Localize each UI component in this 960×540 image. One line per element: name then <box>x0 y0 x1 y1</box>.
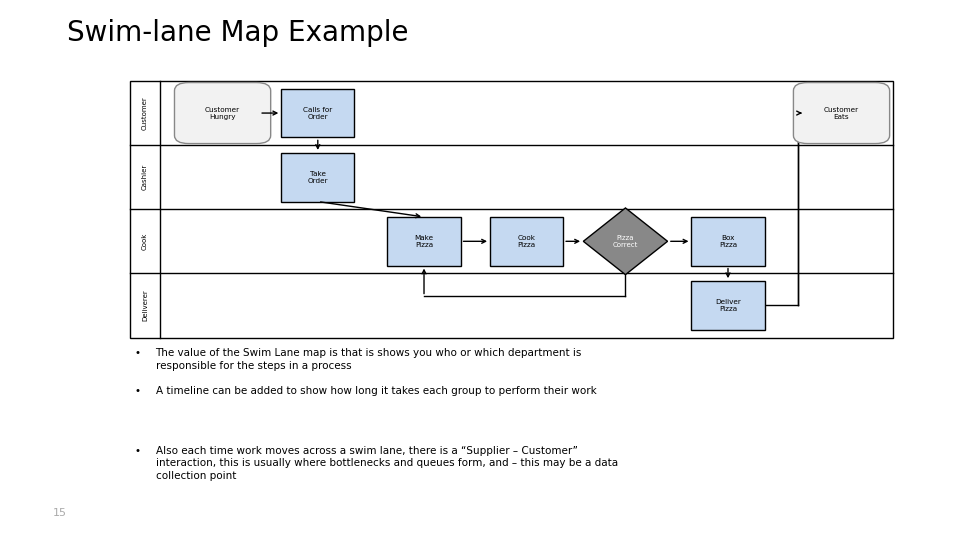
Text: Customer
Eats: Customer Eats <box>824 106 859 119</box>
Text: Cook
Pizza: Cook Pizza <box>517 235 536 248</box>
Text: Make
Pizza: Make Pizza <box>415 235 434 248</box>
Text: Also each time work moves across a swim lane, there is a “Supplier – Customer”
i: Also each time work moves across a swim … <box>156 446 617 481</box>
Text: Customer
Hungry: Customer Hungry <box>205 106 240 119</box>
Text: Deliverer: Deliverer <box>142 289 148 321</box>
FancyBboxPatch shape <box>175 83 271 144</box>
Text: 15: 15 <box>53 508 67 518</box>
Bar <box>691 281 764 330</box>
Text: Cashier: Cashier <box>142 164 148 190</box>
Text: Customer: Customer <box>142 96 148 130</box>
Polygon shape <box>584 208 667 275</box>
Text: •: • <box>134 446 140 456</box>
Bar <box>130 81 893 338</box>
Text: Pizza
Correct: Pizza Correct <box>612 235 638 248</box>
Bar <box>281 153 354 201</box>
Text: Swim-lane Map Example: Swim-lane Map Example <box>67 19 409 47</box>
Text: Deliver
Pizza: Deliver Pizza <box>715 299 741 312</box>
Text: Box
Pizza: Box Pizza <box>719 235 737 248</box>
FancyBboxPatch shape <box>793 83 890 144</box>
Bar <box>490 217 564 266</box>
Text: A timeline can be added to show how long it takes each group to perform their wo: A timeline can be added to show how long… <box>156 386 596 396</box>
Text: Cook: Cook <box>142 233 148 250</box>
Bar <box>388 217 461 266</box>
Text: •: • <box>134 348 140 359</box>
Text: Calls for
Order: Calls for Order <box>303 106 332 119</box>
Bar <box>281 89 354 137</box>
Text: Take
Order: Take Order <box>307 171 328 184</box>
Text: The value of the Swim Lane map is that is shows you who or which department is
r: The value of the Swim Lane map is that i… <box>156 348 582 371</box>
Text: •: • <box>134 386 140 396</box>
Bar <box>691 217 764 266</box>
